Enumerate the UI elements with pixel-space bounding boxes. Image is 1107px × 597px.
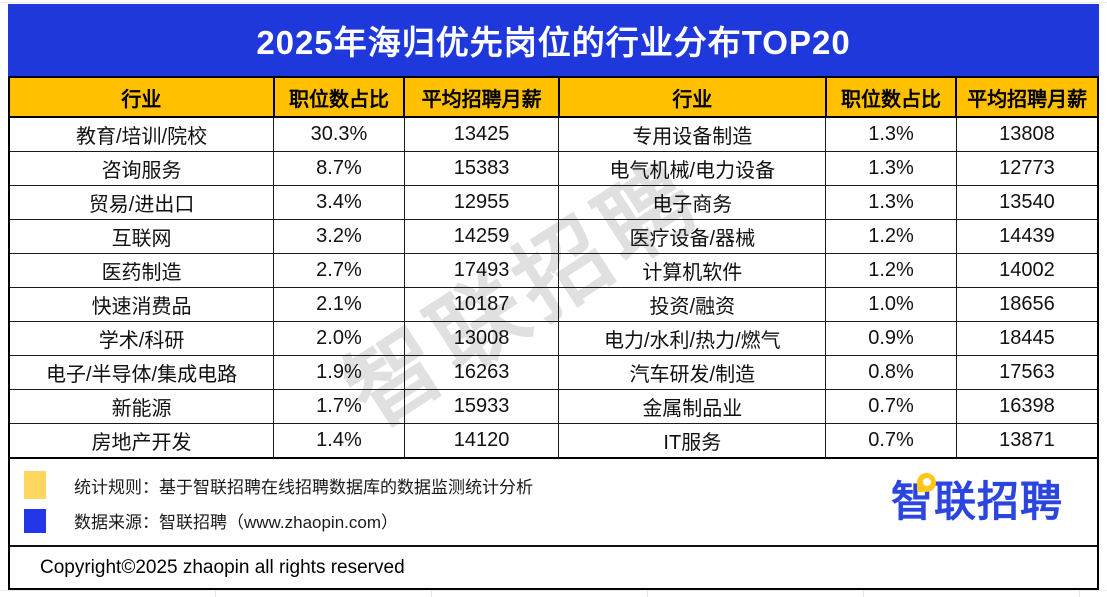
- table-row: 学术/科研 2.0% 13008 电力/水利/热力/燃气 0.9% 18445: [8, 321, 1099, 356]
- table-row: 医药制造 2.7% 17493 计算机软件 1.2% 14002: [8, 253, 1099, 288]
- right-salary-cell: 13871: [955, 423, 1099, 459]
- left-salary-cell: 17493: [403, 253, 560, 288]
- logo-pin-hole: [922, 478, 931, 486]
- right-share-cell: 0.9%: [825, 321, 957, 356]
- right-salary-cell: 18656: [955, 287, 1099, 322]
- header-row: 行业 职位数占比 平均招聘月薪 行业 职位数占比 平均招聘月薪: [8, 76, 1099, 118]
- column-header-industry-left: 行业: [8, 76, 275, 118]
- left-salary-cell: 16263: [403, 355, 560, 390]
- left-share-cell: 8.7%: [273, 151, 405, 186]
- right-share-cell: 1.3%: [825, 151, 957, 186]
- table-row: 互联网 3.2% 14259 医疗设备/器械 1.2% 14439: [8, 219, 1099, 254]
- notes-list: 统计规则：基于智联招聘在线招聘数据库的数据监测统计分析 数据来源：智联招聘（ww…: [10, 471, 533, 533]
- legend-yellow-swatch-icon: [24, 471, 46, 499]
- copyright-bar: Copyright©2025 zhaopin all rights reserv…: [10, 545, 1097, 588]
- spreadsheet-gridline-top: [0, 2, 1107, 3]
- right-salary-cell: 13540: [955, 185, 1099, 220]
- industry-table: 行业 职位数占比 平均招聘月薪 行业 职位数占比 平均招聘月薪 教育/培训/院校…: [8, 76, 1099, 459]
- right-share-cell: 0.7%: [825, 423, 957, 459]
- left-share-cell: 2.7%: [273, 253, 405, 288]
- right-share-cell: 1.2%: [825, 219, 957, 254]
- left-salary-cell: 13008: [403, 321, 560, 356]
- notes-area: 统计规则：基于智联招聘在线招聘数据库的数据监测统计分析 数据来源：智联招聘（ww…: [10, 459, 1097, 545]
- table-row: 快速消费品 2.1% 10187 投资/融资 1.0% 18656: [8, 287, 1099, 322]
- note-data-source-text: 数据来源：智联招聘（www.zhaopin.com）: [74, 513, 399, 532]
- right-salary-cell: 18445: [955, 321, 1099, 356]
- table-row: 房地产开发 1.4% 14120 IT服务 0.7% 13871: [8, 423, 1099, 459]
- note-statistic-rule: 统计规则：基于智联招聘在线招聘数据库的数据监测统计分析: [24, 471, 533, 499]
- right-salary-cell: 12773: [955, 151, 1099, 186]
- left-share-cell: 30.3%: [273, 116, 405, 152]
- left-industry-cell: 新能源: [8, 389, 275, 424]
- copyright-text: Copyright©2025 zhaopin all rights reserv…: [40, 556, 405, 578]
- left-industry-cell: 快速消费品: [8, 287, 275, 322]
- left-share-cell: 1.7%: [273, 389, 405, 424]
- left-industry-cell: 贸易/进出口: [8, 185, 275, 220]
- table-row: 新能源 1.7% 15933 金属制品业 0.7% 16398: [8, 389, 1099, 424]
- left-industry-cell: 互联网: [8, 219, 275, 254]
- logo-pin-icon: [916, 473, 936, 492]
- column-header-industry-right: 行业: [557, 76, 827, 118]
- right-industry-cell: 汽车研发/制造: [558, 355, 827, 390]
- table-row: 贸易/进出口 3.4% 12955 电子商务 1.3% 13540: [8, 185, 1099, 220]
- right-industry-cell: 专用设备制造: [558, 116, 827, 152]
- right-share-cell: 1.3%: [825, 116, 957, 152]
- right-industry-cell: 电力/水利/热力/燃气: [558, 321, 827, 356]
- right-share-cell: 1.0%: [825, 287, 957, 322]
- column-header-share-left: 职位数占比: [272, 76, 406, 118]
- right-share-cell: 0.8%: [825, 355, 957, 390]
- note-data-source: 数据来源：智联招聘（www.zhaopin.com）: [24, 508, 533, 533]
- left-share-cell: 2.0%: [273, 321, 405, 356]
- table-body: 教育/培训/院校 30.3% 13425 专用设备制造 1.3% 13808 咨询服务 8.7…: [8, 116, 1099, 459]
- table-row: 电子/半导体/集成电路 1.9% 16263 汽车研发/制造 0.8% 17563: [8, 355, 1099, 390]
- right-industry-cell: 医疗设备/器械: [558, 219, 827, 254]
- left-share-cell: 1.9%: [273, 355, 405, 390]
- table-row: 咨询服务 8.7% 15383 电气机械/电力设备 1.3% 12773: [8, 151, 1099, 186]
- left-industry-cell: 电子/半导体/集成电路: [8, 355, 275, 390]
- footer: 统计规则：基于智联招聘在线招聘数据库的数据监测统计分析 数据来源：智联招聘（ww…: [8, 459, 1099, 590]
- column-header-salary-left: 平均招聘月薪: [403, 76, 560, 118]
- left-salary-cell: 13425: [403, 116, 560, 152]
- note-statistic-rule-text: 统计规则：基于智联招聘在线招聘数据库的数据监测统计分析: [74, 477, 533, 497]
- zhaopin-logo: 智联招聘: [891, 473, 1063, 523]
- left-industry-cell: 房地产开发: [8, 423, 275, 459]
- left-industry-cell: 医药制造: [8, 253, 275, 288]
- right-share-cell: 1.2%: [825, 253, 957, 288]
- left-share-cell: 3.4%: [273, 185, 405, 220]
- left-salary-cell: 14120: [403, 423, 560, 459]
- column-header-salary-right: 平均招聘月薪: [955, 76, 1099, 118]
- left-salary-cell: 12955: [403, 185, 560, 220]
- legend-blue-swatch-icon: [24, 508, 46, 533]
- left-share-cell: 3.2%: [273, 219, 405, 254]
- right-industry-cell: 电气机械/电力设备: [558, 151, 827, 186]
- spreadsheet-gridline-bottom: [0, 590, 1107, 597]
- left-salary-cell: 15933: [403, 389, 560, 424]
- right-industry-cell: 电子商务: [558, 185, 827, 220]
- title-banner: 2025年海归优先岗位的行业分布TOP20: [8, 4, 1099, 76]
- left-industry-cell: 咨询服务: [8, 151, 275, 186]
- right-industry-cell: 投资/融资: [558, 287, 827, 322]
- infographic: 2025年海归优先岗位的行业分布TOP20 行业 职位数占比 平均招聘月薪 行业…: [8, 4, 1099, 590]
- left-share-cell: 1.4%: [273, 423, 405, 459]
- left-salary-cell: 14259: [403, 219, 560, 254]
- right-salary-cell: 14002: [955, 253, 1099, 288]
- column-header-share-right: 职位数占比: [824, 76, 958, 118]
- left-salary-cell: 10187: [403, 287, 560, 322]
- left-industry-cell: 学术/科研: [8, 321, 275, 356]
- right-industry-cell: 计算机软件: [558, 253, 827, 288]
- left-salary-cell: 15383: [403, 151, 560, 186]
- right-share-cell: 0.7%: [825, 389, 957, 424]
- right-share-cell: 1.3%: [825, 185, 957, 220]
- left-share-cell: 2.1%: [273, 287, 405, 322]
- table-row: 教育/培训/院校 30.3% 13425 专用设备制造 1.3% 13808: [8, 116, 1099, 152]
- right-salary-cell: 14439: [955, 219, 1099, 254]
- table-header: 行业 职位数占比 平均招聘月薪 行业 职位数占比 平均招聘月薪: [8, 76, 1099, 118]
- page-title: 2025年海归优先岗位的行业分布TOP20: [256, 24, 851, 61]
- right-salary-cell: 17563: [955, 355, 1099, 390]
- left-industry-cell: 教育/培训/院校: [8, 116, 275, 152]
- right-industry-cell: IT服务: [558, 423, 827, 459]
- right-salary-cell: 13808: [955, 116, 1099, 152]
- right-salary-cell: 16398: [955, 389, 1099, 424]
- right-industry-cell: 金属制品业: [558, 389, 827, 424]
